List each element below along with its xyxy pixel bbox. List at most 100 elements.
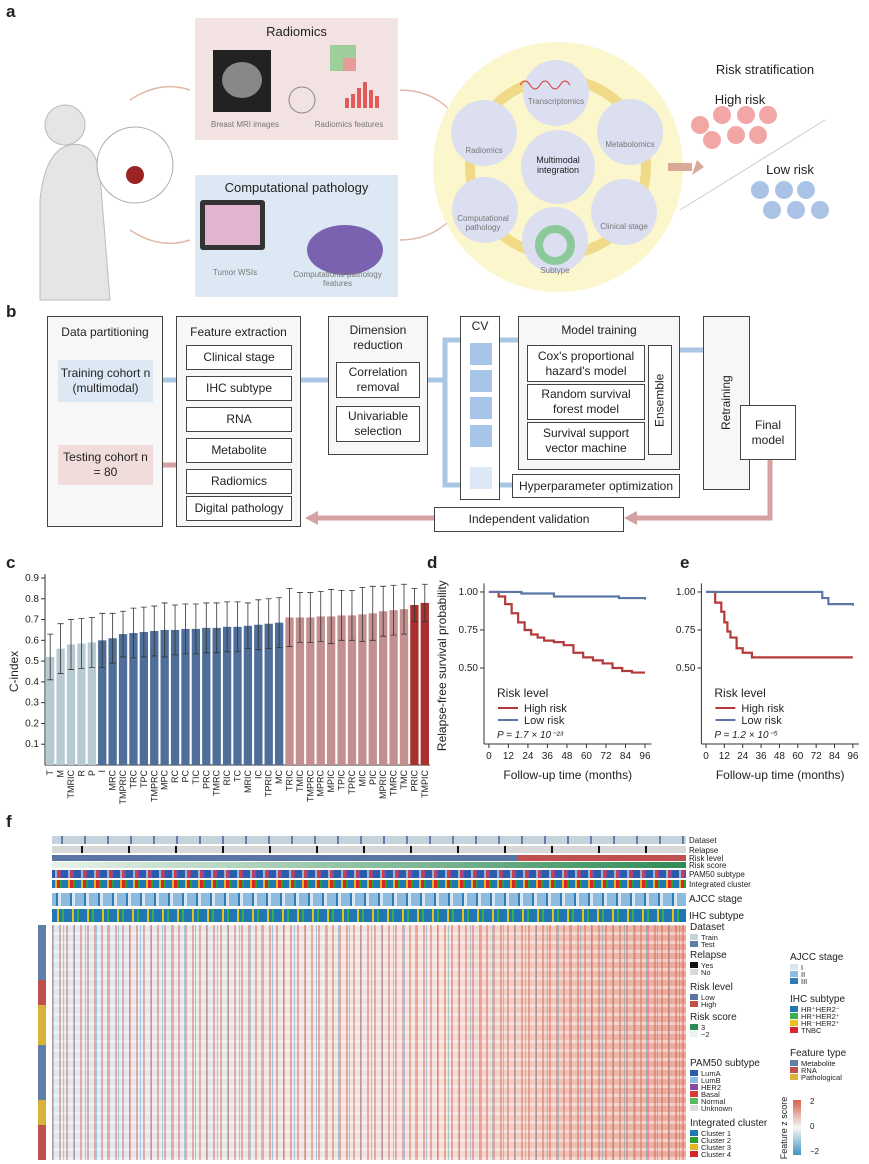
error-bar — [286, 587, 293, 647]
x-tick-label: TMPRC — [149, 770, 159, 802]
x-tick-label: IC — [253, 769, 263, 779]
bar — [139, 632, 149, 765]
y-tick-label: 0.75 — [676, 625, 696, 636]
bar — [420, 602, 429, 765]
y-tick-label: 0.7 — [25, 615, 39, 626]
cv-box — [460, 316, 500, 500]
x-tick-label: 72 — [600, 751, 612, 762]
y-tick-label: 0.75 — [459, 625, 479, 636]
bar — [118, 634, 128, 765]
x-tick-label: 48 — [561, 751, 573, 762]
legend-label: Yes — [701, 961, 713, 970]
x-tick-label: 60 — [792, 751, 804, 762]
error-bar — [120, 610, 127, 658]
legend-swatch — [790, 971, 798, 977]
feature-type-bar — [38, 925, 46, 1160]
error-bar — [224, 601, 231, 653]
caption: Breast MRI images — [210, 120, 280, 129]
bar — [410, 605, 419, 765]
risk-high: High risk — [714, 92, 766, 107]
error-bar — [390, 584, 397, 636]
patient-head — [44, 104, 86, 146]
error-bar — [317, 591, 324, 642]
y-tick-label: 0.6 — [25, 635, 39, 646]
low-risk-people — [751, 181, 829, 219]
bar — [233, 626, 242, 765]
panel-label: d — [427, 553, 437, 572]
retraining: Retraining — [703, 316, 750, 490]
panel-label: b — [6, 302, 17, 321]
radiomics-grid-cell — [343, 58, 356, 71]
risk-score-track — [52, 862, 686, 868]
x-tick-label: TMPRC — [305, 770, 315, 802]
integration-center: Multimodal integration — [536, 155, 580, 175]
box-title: Computational pathology — [224, 180, 369, 195]
bar — [77, 643, 86, 765]
y-tick-label: 0.8 — [25, 594, 39, 605]
error-bar — [78, 618, 85, 669]
ensemble: Ensemble — [648, 345, 672, 455]
legend-swatch — [690, 1031, 698, 1037]
legend-swatch — [690, 934, 698, 940]
legend-label: Pathological — [801, 1073, 842, 1082]
error-bar — [328, 589, 335, 644]
legend-label: LumA — [701, 1069, 721, 1078]
bar — [337, 615, 346, 765]
partition-box: Data partitioning — [47, 316, 163, 527]
legend-swatch — [690, 1077, 698, 1083]
x-tick-label: TMRIC — [66, 770, 76, 799]
y-tick-label: 1.00 — [676, 587, 696, 598]
zscore-label: 0 — [810, 1122, 815, 1131]
radiomics-histogram — [345, 82, 379, 108]
pam50-track — [52, 870, 686, 878]
ajcc-track — [52, 893, 686, 906]
track-label: Relapse — [689, 846, 719, 855]
track-label: Risk score — [689, 861, 727, 870]
legend-swatch — [690, 1024, 698, 1030]
legend-swatch — [790, 1067, 798, 1073]
reduction-item: Univariable selection — [336, 406, 420, 442]
x-tick-label: P — [87, 770, 97, 776]
legend-swatch — [690, 941, 698, 947]
legend-label: TNBC — [801, 1026, 822, 1035]
legend-label: Low risk — [524, 715, 565, 727]
x-tick-label: MPRIC — [378, 770, 388, 800]
zscore-label: 2 — [810, 1097, 815, 1106]
risk-arrowhead — [692, 160, 704, 175]
x-tick-label: 96 — [847, 751, 859, 762]
legend-label: −2 — [701, 1030, 710, 1039]
x-tick-label: MC — [274, 770, 284, 784]
legend-label: Cluster 3 — [701, 1143, 731, 1152]
legend-label: Cluster 1 — [701, 1129, 731, 1138]
bar — [316, 616, 325, 765]
x-tick-label: TPIC — [337, 770, 347, 791]
high-risk-people — [691, 106, 777, 149]
panel-label: c — [6, 553, 15, 572]
error-bar — [296, 592, 303, 643]
legend-swatch — [690, 1151, 698, 1157]
y-axis-label: Relapse-free survival probability — [435, 580, 449, 751]
zscore-label: −2 — [810, 1147, 820, 1156]
x-tick-label: TMPRIC — [118, 770, 128, 805]
y-tick-label: 0.3 — [25, 698, 39, 709]
breast-zoom — [96, 126, 174, 204]
x-tick-label: TMRC — [389, 770, 399, 796]
x-tick-label: R — [76, 770, 86, 777]
model-item: Random survival forest model — [527, 384, 645, 420]
x-tick-label: 84 — [620, 751, 632, 762]
x-tick-label: TMPIC — [420, 770, 430, 798]
track-label: Risk level — [689, 854, 723, 863]
x-tick-label: 84 — [829, 751, 841, 762]
x-tick-label: PIC — [368, 770, 378, 786]
hyperparameter: Hyperparameter optimization — [512, 474, 680, 498]
survival-curve — [705, 590, 853, 659]
x-tick-label: MPIC — [326, 769, 336, 792]
panel-label: e — [680, 553, 689, 572]
bar — [129, 633, 138, 765]
bar — [98, 640, 107, 765]
x-tick-label: 96 — [639, 751, 651, 762]
x-tick-label: I — [97, 770, 107, 773]
error-bar — [307, 592, 314, 643]
y-tick-label: 0.1 — [25, 739, 39, 750]
